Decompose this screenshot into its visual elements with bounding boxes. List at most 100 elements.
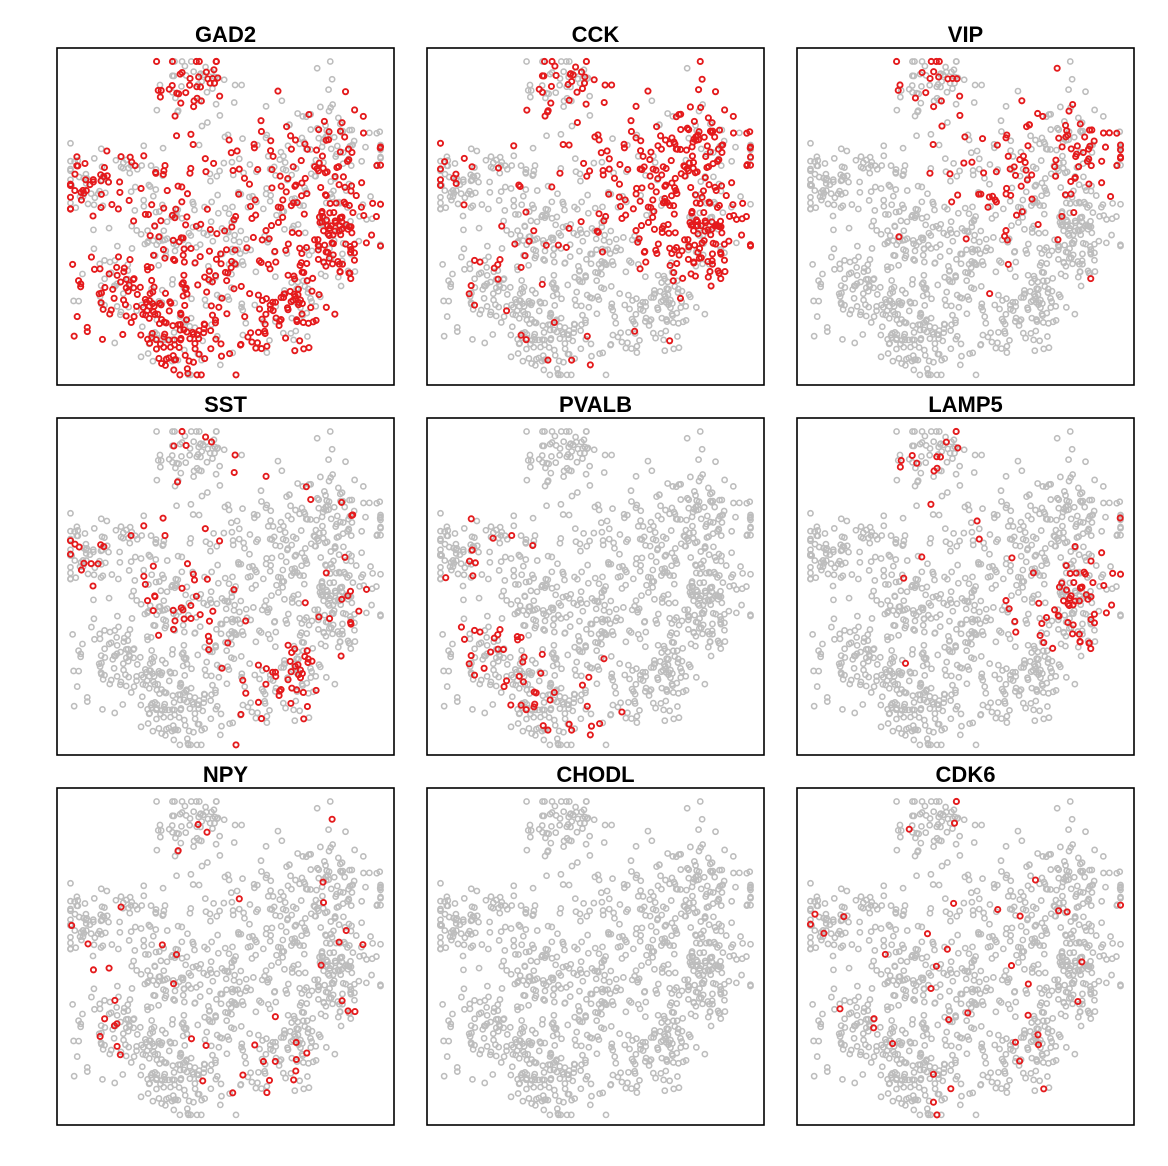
- cell-point: [582, 273, 590, 281]
- cell-point: [523, 58, 530, 65]
- cell-point: [587, 340, 595, 348]
- cell-point: [221, 204, 229, 212]
- cell-point: [592, 605, 600, 613]
- cell-point: [328, 75, 336, 83]
- cell-point: [325, 456, 332, 464]
- cell-point: [632, 597, 640, 605]
- cell-point: [696, 428, 704, 435]
- cell-point: [281, 595, 288, 603]
- cell-point: [541, 627, 549, 634]
- cell-point-highlighted: [1034, 109, 1042, 118]
- cell-point-highlighted: [468, 163, 476, 171]
- cell-point: [530, 246, 537, 253]
- cell-point: [473, 517, 481, 525]
- cell-point-highlighted: [721, 106, 729, 114]
- cell-point: [377, 611, 384, 619]
- cell-point: [1047, 126, 1055, 133]
- cell-point: [722, 562, 730, 569]
- cell-point: [880, 202, 888, 210]
- cell-point-highlighted: [636, 197, 644, 205]
- cell-point: [671, 599, 679, 607]
- cell-point: [550, 245, 558, 253]
- cell-point: [685, 291, 693, 299]
- cell-point-highlighted: [328, 260, 337, 268]
- cell-point-highlighted: [938, 122, 946, 130]
- cell-point: [548, 568, 556, 576]
- cell-point: [325, 86, 332, 94]
- cell-point-highlighted: [241, 313, 249, 321]
- cell-point: [550, 716, 558, 724]
- cell-point: [158, 656, 166, 664]
- cell-point-highlighted: [335, 181, 343, 189]
- cell-point: [866, 153, 874, 161]
- cell-point-highlighted: [1070, 209, 1078, 217]
- cell-point-highlighted: [556, 169, 564, 177]
- cell-point-highlighted: [295, 299, 303, 307]
- cell-point: [111, 709, 119, 717]
- cell-point-highlighted: [629, 205, 637, 213]
- cell-point: [721, 626, 728, 634]
- cell-point: [889, 237, 897, 245]
- cell-point: [248, 585, 256, 592]
- cell-point: [130, 646, 137, 653]
- cell-point: [528, 360, 536, 367]
- cell-point: [624, 339, 631, 347]
- cell-point: [606, 250, 614, 257]
- cell-point-highlighted: [143, 597, 152, 605]
- cell-point: [69, 630, 77, 638]
- cell-point-highlighted: [229, 166, 237, 175]
- cell-point: [841, 275, 849, 283]
- cell-point: [339, 149, 347, 156]
- cell-point: [475, 594, 483, 602]
- cell-point: [739, 569, 747, 577]
- cell-point-highlighted: [86, 181, 94, 189]
- cell-point-highlighted: [336, 127, 344, 135]
- cell-point: [1032, 136, 1039, 144]
- cell-point: [305, 251, 313, 259]
- cell-point: [147, 532, 155, 540]
- cell-point: [898, 201, 906, 209]
- cell-point: [1026, 287, 1034, 295]
- cell-point: [530, 597, 538, 605]
- cell-point: [625, 328, 632, 336]
- cell-point: [813, 313, 821, 320]
- cell-point: [819, 270, 826, 278]
- cell-point: [189, 223, 197, 231]
- cell-point-highlighted: [156, 93, 164, 101]
- cell-point: [105, 224, 113, 232]
- cell-point: [930, 97, 938, 105]
- cell-point: [514, 607, 522, 615]
- cell-point-highlighted: [336, 267, 344, 276]
- cell-point: [220, 529, 228, 537]
- cell-point: [987, 329, 995, 337]
- cell-point-highlighted: [662, 181, 670, 189]
- cell-point: [454, 570, 462, 578]
- cell-point-highlighted: [232, 741, 240, 749]
- cell-point-highlighted: [1052, 172, 1060, 180]
- cell-point: [1061, 241, 1068, 249]
- cell-point: [101, 645, 109, 653]
- cell-point-highlighted: [583, 172, 591, 180]
- cell-point: [976, 238, 983, 246]
- cell-point: [222, 605, 230, 613]
- cell-point: [1038, 192, 1045, 200]
- cell-point: [138, 693, 146, 701]
- cell-point: [582, 319, 589, 327]
- cell-point: [684, 611, 692, 619]
- cell-point-highlighted: [572, 63, 580, 71]
- panel-title: VIP: [948, 22, 983, 47]
- cell-point-highlighted: [211, 319, 219, 327]
- cell-point: [943, 88, 951, 96]
- cell-point: [1062, 262, 1070, 270]
- cell-point: [445, 277, 452, 285]
- cell-point: [1032, 181, 1040, 189]
- cell-point: [699, 260, 706, 268]
- cell-point-highlighted: [315, 126, 323, 134]
- cell-point: [99, 675, 107, 683]
- cell-point-highlighted: [345, 269, 353, 277]
- cell-point-highlighted: [206, 79, 214, 87]
- cell-point: [955, 303, 963, 311]
- cell-point: [274, 589, 282, 596]
- cell-point: [609, 306, 617, 314]
- cell-point: [503, 291, 511, 298]
